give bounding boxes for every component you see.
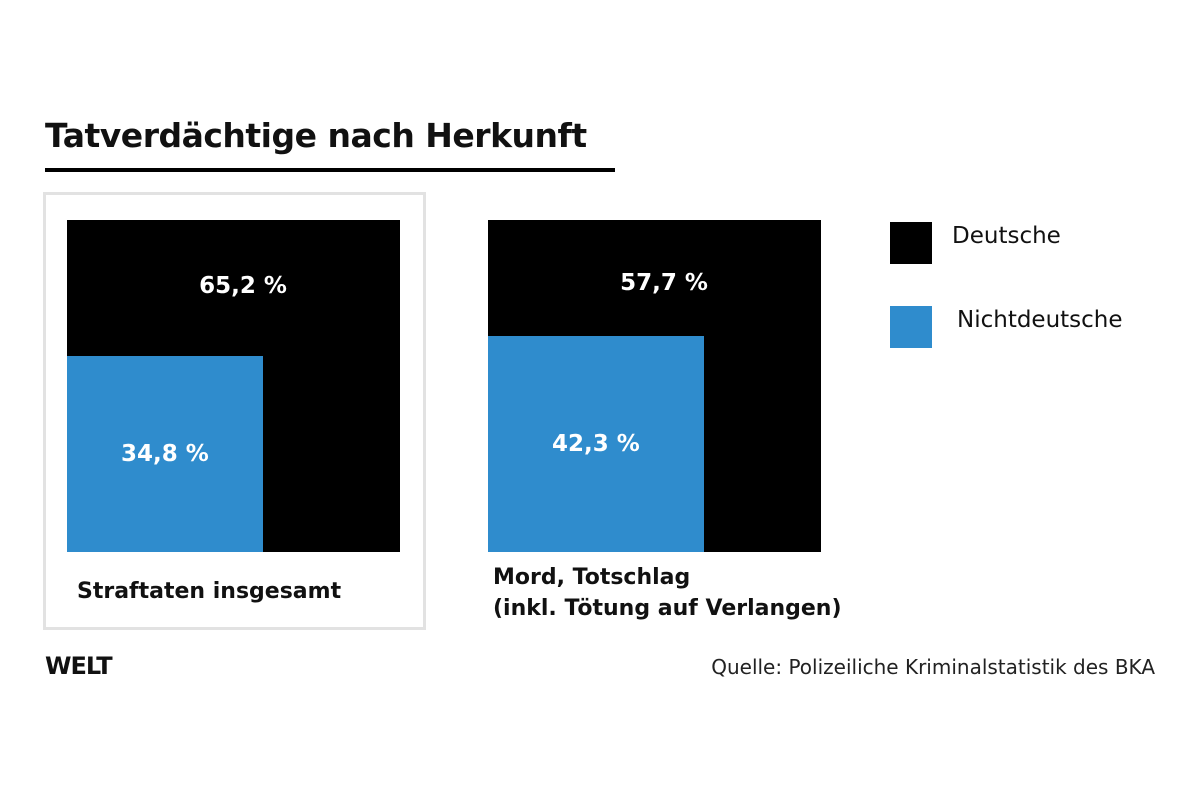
deutsche-value-label: 57,7 % [620,270,708,297]
category-label-line: Mord, Totschlag [493,565,691,590]
category-label: Mord, Totschlag (inkl. Tötung auf Verlan… [493,562,842,624]
category-label-line: (inkl. Tötung auf Verlangen) [493,596,842,621]
deutsche-square-straftaten [67,220,400,552]
deutsche-square-mord [488,220,821,552]
legend-swatch-nichtdeutsche [890,306,932,348]
nichtdeutsche-square-straftaten [67,356,263,552]
welt-logo: WELT [45,652,113,680]
nichtdeutsche-value-label: 34,8 % [121,441,209,468]
highlight-panel-border [43,192,426,630]
legend-label-deutsche: Deutsche [952,223,1061,249]
legend-label-nichtdeutsche: Nichtdeutsche [957,307,1123,333]
chart-title: Tatverdächtige nach Herkunft [45,116,587,155]
nichtdeutsche-value-label: 42,3 % [552,431,640,458]
source-note: Quelle: Polizeiliche Kriminalstatistik d… [711,655,1155,679]
title-underline [45,168,615,172]
nichtdeutsche-square-mord [488,336,704,552]
deutsche-value-label: 65,2 % [199,273,287,300]
legend-swatch-deutsche [890,222,932,264]
category-label: Straftaten insgesamt [77,579,342,604]
